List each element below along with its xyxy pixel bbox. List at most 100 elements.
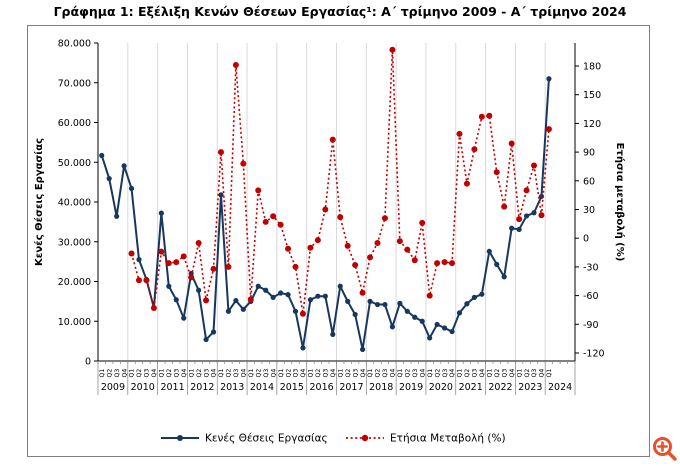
svg-text:2012: 2012 bbox=[190, 382, 214, 393]
svg-text:30.000: 30.000 bbox=[58, 237, 91, 248]
svg-text:Q3: Q3 bbox=[323, 369, 330, 378]
zoom-in-button[interactable] bbox=[651, 435, 679, 463]
svg-text:Q3: Q3 bbox=[114, 369, 121, 378]
svg-text:Q4: Q4 bbox=[390, 369, 397, 378]
svg-text:Q1: Q1 bbox=[397, 369, 404, 378]
svg-text:Q2: Q2 bbox=[524, 369, 531, 378]
svg-text:Q4: Q4 bbox=[181, 369, 188, 378]
legend-label-vacancies: Κενές Θέσεις Εργασίας bbox=[205, 433, 328, 445]
chart-title: Γράφημα 1: Εξέλιξη Κενών Θέσεων Εργασίας… bbox=[53, 4, 627, 19]
svg-text:2023: 2023 bbox=[518, 382, 542, 393]
svg-text:Q3: Q3 bbox=[412, 369, 419, 378]
right-axis-title: Ετήσια μεταβολή (%) bbox=[614, 143, 626, 262]
legend-label-annual-change: Ετήσια Μεταβολή (%) bbox=[390, 433, 506, 445]
svg-text:120: 120 bbox=[583, 119, 601, 130]
svg-text:-120: -120 bbox=[583, 349, 605, 360]
svg-text:Q2: Q2 bbox=[494, 369, 501, 378]
svg-text:70.000: 70.000 bbox=[58, 78, 91, 89]
svg-text:Q3: Q3 bbox=[263, 369, 270, 378]
svg-text:Q1: Q1 bbox=[188, 369, 195, 378]
figure-box: 0 10.000 20.000 30.000 40.000 50.000 60.000 70.… bbox=[27, 25, 650, 457]
left-axis-title: Κενές Θέσεις Εργασίας bbox=[33, 138, 45, 266]
svg-text:2022: 2022 bbox=[488, 382, 512, 393]
svg-text:Q2: Q2 bbox=[345, 369, 352, 378]
svg-text:2014: 2014 bbox=[250, 382, 274, 393]
svg-text:Q2: Q2 bbox=[464, 369, 471, 378]
svg-text:2010: 2010 bbox=[131, 382, 155, 393]
svg-text:Q1: Q1 bbox=[99, 369, 106, 378]
svg-text:0: 0 bbox=[583, 234, 589, 245]
svg-text:90: 90 bbox=[583, 148, 595, 159]
svg-text:80.000: 80.000 bbox=[58, 39, 91, 50]
svg-text:Q1: Q1 bbox=[218, 369, 225, 378]
svg-text:2024: 2024 bbox=[548, 382, 572, 393]
svg-text:Q1: Q1 bbox=[278, 369, 285, 378]
svg-text:Q3: Q3 bbox=[293, 369, 300, 378]
svg-text:Q4: Q4 bbox=[360, 369, 367, 378]
svg-text:Q4: Q4 bbox=[211, 369, 218, 378]
svg-text:Q1: Q1 bbox=[457, 369, 464, 378]
left-axis: 0 10.000 20.000 30.000 40.000 50.000 60.000 70.… bbox=[58, 39, 98, 368]
svg-text:2015: 2015 bbox=[280, 382, 304, 393]
svg-text:50.000: 50.000 bbox=[58, 158, 91, 169]
right-axis: -120 -90 -60 -30 0 30 60 90 120 150 180 bbox=[575, 62, 605, 360]
svg-text:2009: 2009 bbox=[101, 382, 125, 393]
svg-text:60: 60 bbox=[583, 176, 595, 187]
chart-svg: 0 10.000 20.000 30.000 40.000 50.000 60.000 70.… bbox=[33, 39, 626, 445]
svg-text:Q3: Q3 bbox=[472, 369, 479, 378]
svg-text:60.000: 60.000 bbox=[58, 118, 91, 129]
svg-text:-60: -60 bbox=[583, 291, 599, 302]
svg-text:Q4: Q4 bbox=[241, 369, 248, 378]
vacancies-line bbox=[99, 76, 552, 353]
legend: Κενές Θέσεις Εργασίας Ετήσια Μεταβολή (%) bbox=[161, 433, 506, 445]
svg-text:2011: 2011 bbox=[160, 382, 184, 393]
svg-text:2016: 2016 bbox=[310, 382, 334, 393]
svg-text:Q2: Q2 bbox=[106, 369, 113, 378]
svg-text:Q1: Q1 bbox=[159, 369, 166, 378]
svg-text:Q3: Q3 bbox=[173, 369, 180, 378]
svg-text:2017: 2017 bbox=[339, 382, 363, 393]
svg-text:Q3: Q3 bbox=[203, 369, 210, 378]
svg-text:Q2: Q2 bbox=[434, 369, 441, 378]
svg-text:2020: 2020 bbox=[429, 382, 453, 393]
svg-text:2013: 2013 bbox=[220, 382, 244, 393]
svg-text:30: 30 bbox=[583, 205, 595, 216]
svg-text:Q3: Q3 bbox=[144, 369, 151, 378]
year-gridlines bbox=[127, 43, 546, 361]
svg-text:40.000: 40.000 bbox=[58, 198, 91, 209]
svg-text:Q1: Q1 bbox=[367, 369, 374, 378]
svg-text:Q2: Q2 bbox=[196, 369, 203, 378]
svg-text:Q1: Q1 bbox=[486, 369, 493, 378]
svg-text:Q1: Q1 bbox=[337, 369, 344, 378]
svg-text:0: 0 bbox=[85, 357, 91, 368]
svg-text:Q2: Q2 bbox=[226, 369, 233, 378]
svg-text:10.000: 10.000 bbox=[58, 317, 91, 328]
svg-text:Q1: Q1 bbox=[308, 369, 315, 378]
svg-text:-90: -90 bbox=[583, 320, 599, 331]
svg-text:Q4: Q4 bbox=[151, 369, 158, 378]
svg-text:Q3: Q3 bbox=[382, 369, 389, 378]
svg-text:Q1: Q1 bbox=[248, 369, 255, 378]
svg-text:150: 150 bbox=[583, 90, 601, 101]
svg-text:Q2: Q2 bbox=[375, 369, 382, 378]
svg-text:Q4: Q4 bbox=[330, 369, 337, 378]
svg-text:Q2: Q2 bbox=[405, 369, 412, 378]
svg-text:180: 180 bbox=[583, 62, 601, 73]
svg-text:Q2: Q2 bbox=[315, 369, 322, 378]
svg-text:Q4: Q4 bbox=[449, 369, 456, 378]
zoom-in-magnifier-icon bbox=[653, 437, 677, 461]
svg-text:Q3: Q3 bbox=[352, 369, 359, 378]
svg-text:Q3: Q3 bbox=[501, 369, 508, 378]
svg-text:Q1: Q1 bbox=[427, 369, 434, 378]
svg-text:Q2: Q2 bbox=[136, 369, 143, 378]
svg-text:Q4: Q4 bbox=[539, 369, 546, 378]
svg-text:Q2: Q2 bbox=[166, 369, 173, 378]
svg-text:-30: -30 bbox=[583, 262, 599, 273]
svg-text:Q2: Q2 bbox=[285, 369, 292, 378]
svg-text:2018: 2018 bbox=[369, 382, 393, 393]
svg-text:Q3: Q3 bbox=[442, 369, 449, 378]
svg-text:Q4: Q4 bbox=[121, 369, 128, 378]
annual-change-line bbox=[128, 46, 552, 317]
